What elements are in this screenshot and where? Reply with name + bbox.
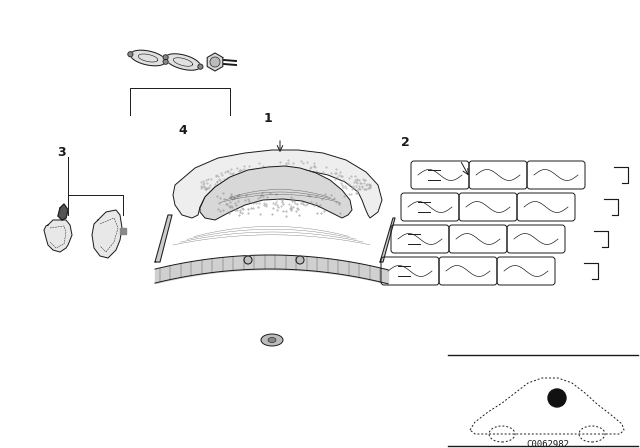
Circle shape [244, 256, 252, 264]
Circle shape [548, 389, 566, 407]
Ellipse shape [268, 337, 276, 343]
Polygon shape [131, 50, 166, 66]
Polygon shape [173, 150, 382, 218]
Circle shape [163, 59, 168, 64]
Polygon shape [44, 220, 72, 252]
Polygon shape [166, 54, 200, 70]
Circle shape [296, 256, 304, 264]
Polygon shape [58, 204, 68, 220]
Polygon shape [380, 218, 395, 262]
Polygon shape [155, 215, 172, 262]
Circle shape [128, 52, 133, 57]
Polygon shape [200, 166, 352, 220]
Polygon shape [120, 228, 126, 234]
Text: C0062982: C0062982 [527, 439, 570, 448]
Ellipse shape [261, 334, 283, 346]
Text: 2: 2 [401, 135, 410, 148]
Text: 4: 4 [179, 124, 188, 137]
Polygon shape [207, 53, 223, 71]
Text: 1: 1 [264, 112, 273, 125]
Text: 3: 3 [58, 146, 67, 159]
Polygon shape [92, 210, 122, 258]
Circle shape [210, 57, 220, 67]
Circle shape [198, 64, 203, 69]
Circle shape [163, 55, 168, 60]
